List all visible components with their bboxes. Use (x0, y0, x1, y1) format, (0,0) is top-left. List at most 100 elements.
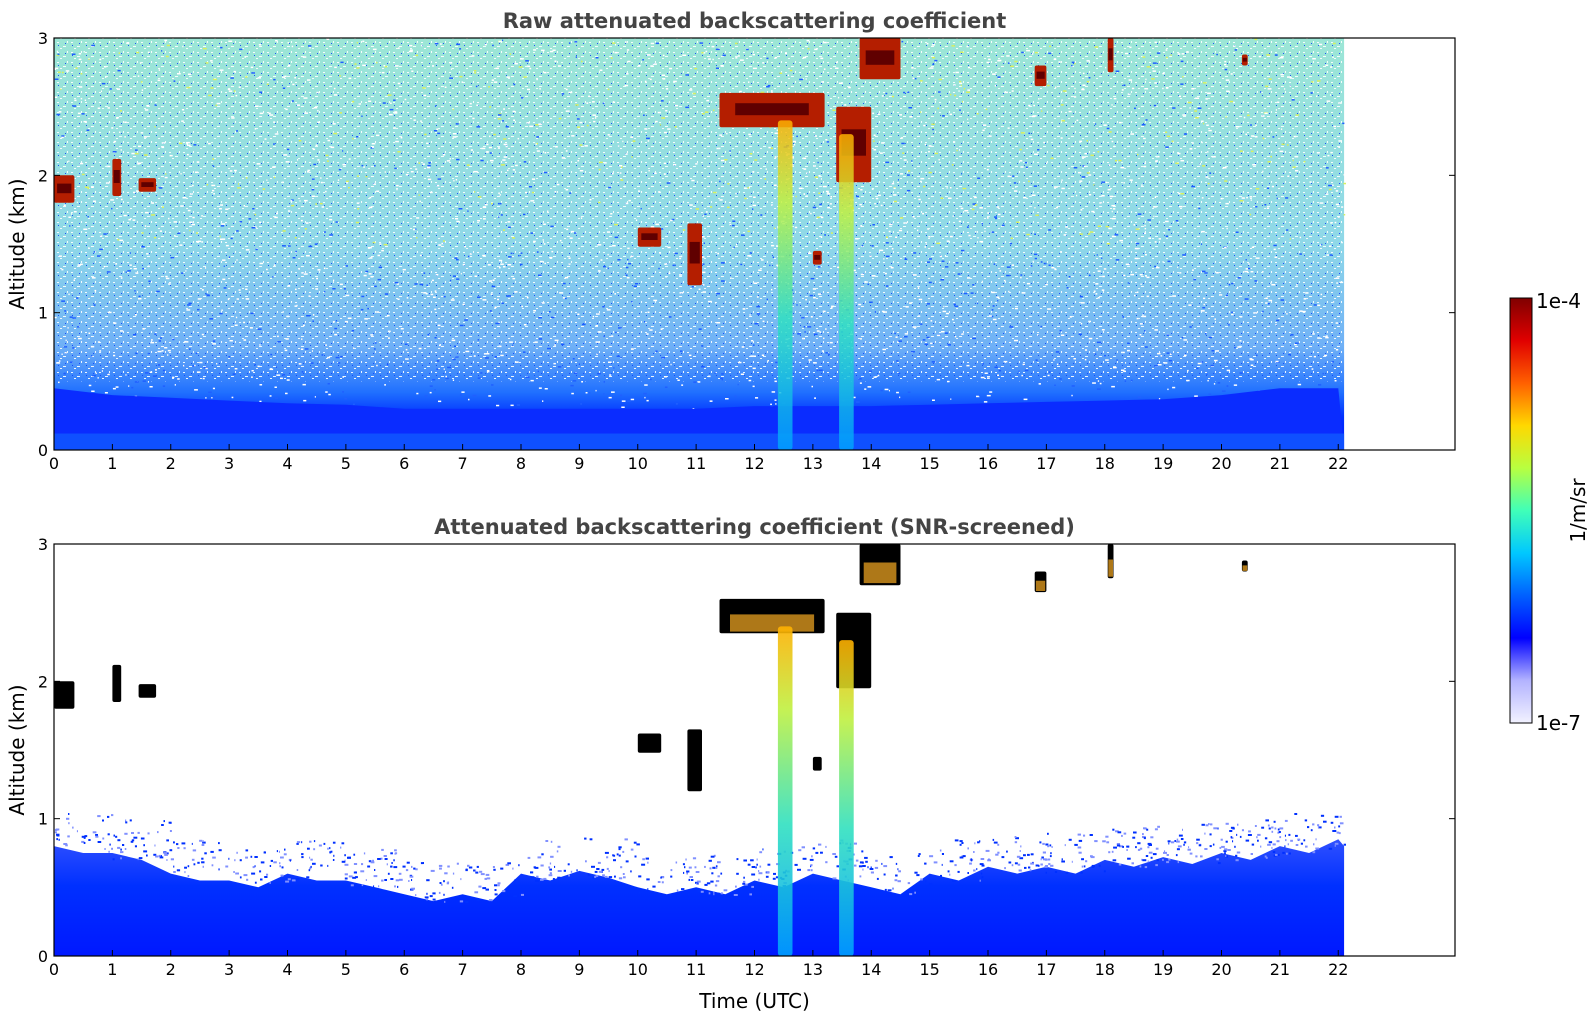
speckle (475, 871, 479, 874)
speckle (905, 306, 909, 308)
speckle (1130, 273, 1134, 276)
speckle (285, 338, 289, 340)
speckle (1125, 362, 1127, 364)
speckle (826, 193, 831, 195)
speckle (151, 202, 154, 204)
speckle (821, 81, 824, 83)
speckle (759, 851, 763, 854)
speckle (429, 391, 432, 394)
speckle (848, 86, 851, 89)
speckle (201, 857, 204, 860)
speckle (186, 153, 189, 156)
speckle (1116, 359, 1118, 361)
speckle (1019, 160, 1023, 162)
speckle (166, 859, 168, 861)
speckle (1026, 233, 1030, 236)
speckle (836, 61, 838, 64)
speckle (870, 871, 874, 874)
speckle (345, 265, 348, 267)
speckle (120, 857, 122, 860)
speckle (660, 100, 664, 102)
speckle (1105, 66, 1107, 69)
speckle (383, 65, 386, 67)
speckle (474, 891, 479, 894)
speckle (667, 128, 671, 130)
speckle (260, 878, 263, 881)
speckle (758, 872, 763, 875)
speckle (103, 66, 107, 68)
speckle (1303, 298, 1307, 300)
speckle (1205, 824, 1209, 827)
speckle (106, 271, 111, 273)
speckle (638, 190, 641, 192)
speckle (120, 277, 123, 279)
speckle (278, 850, 280, 853)
speckle (674, 104, 679, 107)
speckle (655, 223, 659, 226)
speckle (1262, 170, 1264, 173)
speckle (630, 870, 632, 873)
speckle (950, 235, 953, 238)
speckle (670, 869, 673, 872)
speckle (1272, 843, 1276, 846)
speckle (668, 894, 671, 897)
speckle (162, 385, 166, 387)
speckle (309, 867, 312, 870)
speckle (239, 221, 243, 223)
x-tick-label: 16 (978, 960, 998, 979)
speckle (721, 373, 724, 375)
speckle (61, 300, 65, 302)
speckle (929, 855, 934, 858)
speckle (961, 333, 964, 335)
speckle (858, 303, 862, 306)
speckle (914, 891, 916, 894)
speckle (979, 840, 981, 843)
speckle (135, 272, 139, 274)
speckle (274, 216, 278, 219)
speckle (1196, 842, 1199, 845)
speckle (56, 50, 58, 53)
speckle (797, 868, 801, 871)
chart-title-raw: Raw attenuated backscattering coefficien… (503, 9, 1007, 33)
speckle (1293, 135, 1297, 138)
speckle (1337, 216, 1340, 218)
speckle (716, 292, 720, 295)
speckle (735, 885, 737, 888)
speckle (600, 259, 603, 261)
speckle (210, 60, 213, 62)
speckle (1226, 385, 1229, 387)
cloud-fill (1035, 580, 1046, 591)
speckle (968, 234, 971, 237)
speckle (1265, 819, 1269, 822)
speckle (317, 159, 320, 161)
speckle (396, 188, 398, 191)
speckle (979, 240, 984, 243)
speckle (125, 819, 127, 822)
speckle (282, 374, 286, 376)
speckle (229, 170, 233, 172)
speckle (633, 841, 637, 844)
speckle (113, 834, 115, 837)
speckle (536, 251, 539, 253)
speckle (211, 184, 216, 187)
speckle (389, 113, 393, 116)
speckle (1134, 257, 1139, 260)
speckle (661, 117, 666, 119)
speckle (940, 874, 942, 877)
speckle (533, 49, 537, 51)
speckle (1145, 119, 1148, 121)
speckle (761, 354, 765, 356)
speckle (955, 262, 959, 264)
speckle (989, 391, 993, 393)
speckle (87, 187, 90, 190)
speckle (1034, 153, 1038, 155)
speckle (311, 350, 313, 352)
speckle (1295, 844, 1299, 846)
speckle (540, 864, 544, 867)
speckle (1167, 840, 1171, 843)
speckle (565, 88, 568, 91)
speckle (947, 344, 951, 346)
speckle (1214, 359, 1218, 362)
speckle (1112, 208, 1116, 210)
speckle (97, 107, 101, 109)
